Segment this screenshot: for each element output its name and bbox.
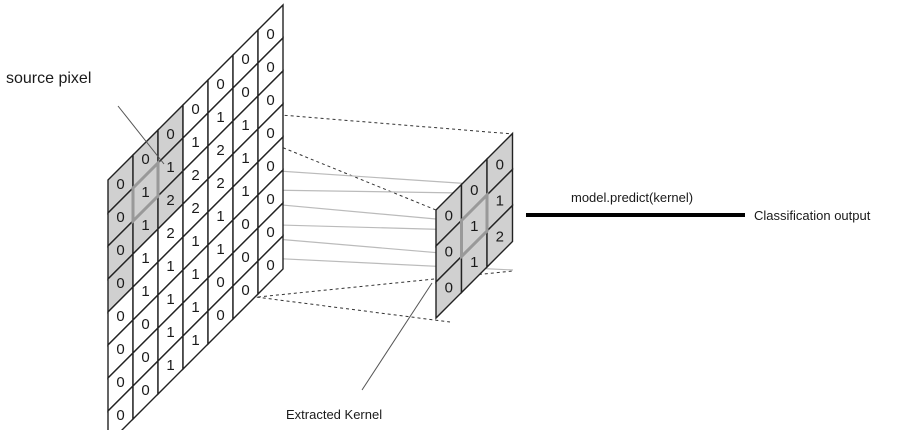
source-cell-value: 2 <box>191 200 199 217</box>
source-cell-value: 1 <box>166 324 174 341</box>
source-cell-value: 0 <box>141 382 149 399</box>
kernel-cell-value: 0 <box>445 207 453 224</box>
source-cell-value: 0 <box>191 101 199 118</box>
source-cell-value: 0 <box>116 308 124 325</box>
source-cell-value: 0 <box>241 84 249 101</box>
source-pixel-label: source pixel <box>6 70 91 87</box>
source-cell-value: 1 <box>216 109 224 126</box>
source-cell-value: 1 <box>241 183 249 200</box>
source-cell-value: 1 <box>191 266 199 283</box>
source-cell-value: 1 <box>141 217 149 234</box>
source-cell-value: 2 <box>191 167 199 184</box>
source-cell-value: 1 <box>166 159 174 176</box>
source-cell-value: 2 <box>216 175 224 192</box>
source-cell-value: 0 <box>266 59 274 76</box>
source-cell-value: 0 <box>116 341 124 358</box>
source-cell-value: 0 <box>216 307 224 324</box>
source-cell-value: 1 <box>191 233 199 250</box>
source-cell-value: 0 <box>241 249 249 266</box>
source-cell-value: 2 <box>216 142 224 159</box>
source-cell-value: 2 <box>166 225 174 242</box>
source-cell-value: 0 <box>116 275 124 292</box>
source-cell-value: 0 <box>141 151 149 168</box>
classification-output-label: Classification output <box>754 208 871 223</box>
source-cell-value: 1 <box>191 134 199 151</box>
extracted-kernel-label: Extracted Kernel <box>286 407 382 422</box>
source-cell-value: 0 <box>266 224 274 241</box>
source-cell-value: 0 <box>266 158 274 175</box>
source-cell-value: 0 <box>141 316 149 333</box>
source-cell-value: 1 <box>241 150 249 167</box>
source-cell-value: 0 <box>216 274 224 291</box>
source-cell-value: 0 <box>216 76 224 93</box>
kernel-cell <box>486 203 514 269</box>
kernel-cell-value: 1 <box>470 218 478 235</box>
source-cell-value: 1 <box>166 258 174 275</box>
kernel-cell-value: 0 <box>445 243 453 260</box>
kernel-cell-value: 1 <box>496 192 504 209</box>
predict-call-label: model.predict(kernel) <box>571 190 693 205</box>
kernel-pointer <box>361 282 433 391</box>
source-cell-value: 0 <box>266 191 274 208</box>
kernel-cell-value: 0 <box>445 279 453 296</box>
source-pixel-highlight <box>131 159 160 225</box>
source-cell-value: 1 <box>166 291 174 308</box>
source-cell-value: 0 <box>116 209 124 226</box>
kernel-cell-value: 0 <box>496 156 504 173</box>
source-pixel-pointer <box>117 105 165 165</box>
source-cell-value: 0 <box>241 51 249 68</box>
projection-line-dashed <box>257 270 514 298</box>
source-cell-value: 0 <box>116 407 124 424</box>
source-cell-value: 0 <box>266 26 274 43</box>
source-cell-value: 1 <box>216 241 224 258</box>
source-cell-value: 1 <box>216 208 224 225</box>
source-cell-value: 1 <box>166 357 174 374</box>
source-cell-value: 1 <box>241 117 249 134</box>
source-cell-value: 0 <box>116 176 124 193</box>
kernel-center-highlight <box>460 191 489 261</box>
source-cell-value: 0 <box>166 126 174 143</box>
source-cell-value: 1 <box>191 299 199 316</box>
source-cell-value: 1 <box>191 332 199 349</box>
source-cell-value: 0 <box>266 92 274 109</box>
source-cell-value: 1 <box>141 250 149 267</box>
source-image-grid: 0000000011110001222100122210011111000111… <box>107 3 284 430</box>
source-cell-value: 0 <box>241 282 249 299</box>
source-cell-value: 0 <box>266 125 274 142</box>
source-cell <box>257 234 284 296</box>
source-cell-value: 0 <box>266 257 274 274</box>
source-cell-value: 0 <box>116 242 124 259</box>
kernel-cell-value: 1 <box>470 254 478 271</box>
kernel-cell-value: 0 <box>470 182 478 199</box>
kernel-cell-value: 2 <box>496 228 504 245</box>
source-cell-value: 0 <box>141 349 149 366</box>
source-cell-value: 0 <box>241 216 249 233</box>
source-cell-value: 1 <box>141 184 149 201</box>
source-cell-value: 0 <box>116 374 124 391</box>
source-cell-value: 1 <box>141 283 149 300</box>
source-cell-value: 2 <box>166 192 174 209</box>
